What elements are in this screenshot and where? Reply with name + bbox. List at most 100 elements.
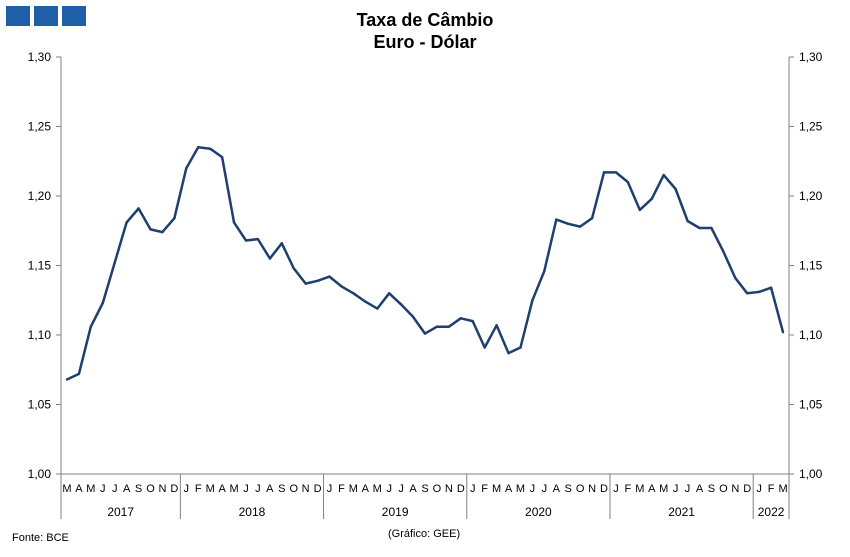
data-point bbox=[399, 303, 403, 306]
x-month-label: J bbox=[100, 483, 106, 495]
data-point bbox=[101, 301, 104, 305]
x-month-label: J bbox=[756, 483, 762, 495]
x-month-label: M bbox=[229, 483, 238, 495]
data-point bbox=[125, 221, 128, 224]
data-point bbox=[244, 239, 248, 242]
data-point bbox=[316, 279, 319, 282]
chart-title: Taxa de Câmbio Euro - Dólar bbox=[0, 9, 850, 53]
data-point bbox=[387, 292, 391, 295]
x-month-label: J bbox=[184, 483, 190, 495]
data-point bbox=[232, 221, 236, 224]
x-month-label: O bbox=[576, 483, 585, 495]
x-month-label: F bbox=[768, 483, 775, 495]
y-tick-label-left: 1,30 bbox=[28, 50, 52, 64]
data-point bbox=[638, 208, 642, 212]
data-point bbox=[471, 319, 474, 323]
x-month-label: J bbox=[613, 483, 619, 495]
chart-credit: (Gráfico: GEE) bbox=[388, 528, 461, 540]
x-month-label: M bbox=[492, 483, 501, 495]
data-point bbox=[746, 292, 749, 295]
x-month-label: J bbox=[673, 483, 679, 495]
x-month-label: J bbox=[470, 483, 476, 495]
x-month-label: M bbox=[62, 483, 71, 495]
data-point bbox=[507, 351, 510, 355]
x-month-label: S bbox=[421, 483, 428, 495]
y-tick-label-right: 1,30 bbox=[799, 50, 823, 64]
data-point bbox=[77, 372, 81, 376]
data-point bbox=[781, 331, 785, 334]
data-point bbox=[364, 300, 367, 303]
x-year-label: 2022 bbox=[758, 505, 785, 519]
x-month-label: O bbox=[719, 483, 728, 495]
x-month-label: F bbox=[625, 483, 632, 495]
x-month-label: F bbox=[338, 483, 345, 495]
data-point bbox=[495, 324, 498, 327]
y-tick-label-right: 1,00 bbox=[799, 467, 823, 481]
y-tick-label-right: 1,20 bbox=[799, 189, 823, 203]
data-point bbox=[328, 275, 331, 278]
y-tick-label-left: 1,15 bbox=[28, 259, 52, 273]
x-month-label: J bbox=[530, 483, 536, 495]
data-point bbox=[149, 228, 152, 231]
data-point bbox=[650, 197, 653, 200]
data-point bbox=[137, 207, 140, 210]
x-month-label: A bbox=[266, 483, 274, 495]
chart-title-line-1: Taxa de Câmbio bbox=[356, 10, 494, 30]
chart-title-line-2: Euro - Dólar bbox=[373, 32, 477, 52]
x-month-label: S bbox=[135, 483, 142, 495]
x-month-label: J bbox=[685, 483, 691, 495]
y-tick-label-right: 1,10 bbox=[799, 328, 823, 342]
x-month-label: M bbox=[349, 483, 358, 495]
logo-block bbox=[34, 6, 58, 26]
data-point bbox=[567, 222, 570, 225]
x-month-label: J bbox=[112, 483, 118, 495]
x-month-label: D bbox=[600, 483, 608, 495]
data-point bbox=[197, 146, 200, 149]
x-month-label: D bbox=[457, 483, 465, 495]
data-point bbox=[483, 346, 486, 349]
x-month-label: M bbox=[86, 483, 95, 495]
x-year-label: 2019 bbox=[382, 505, 409, 519]
data-point bbox=[340, 285, 343, 288]
data-point bbox=[626, 180, 630, 184]
x-month-label: D bbox=[314, 483, 322, 495]
data-point bbox=[686, 219, 689, 223]
x-month-label: J bbox=[398, 483, 404, 495]
data-point bbox=[173, 217, 176, 220]
data-point bbox=[411, 315, 415, 319]
x-month-label: A bbox=[409, 483, 417, 495]
data-point bbox=[220, 155, 224, 159]
x-month-label: M bbox=[778, 483, 787, 495]
data-point bbox=[734, 276, 737, 280]
data-point bbox=[590, 217, 594, 220]
data-point bbox=[208, 147, 212, 150]
data-point bbox=[352, 292, 355, 295]
x-month-label: N bbox=[588, 483, 596, 495]
x-month-label: J bbox=[243, 483, 249, 495]
data-point bbox=[423, 332, 427, 335]
exchange-rate-line bbox=[66, 146, 785, 381]
x-month-label: S bbox=[565, 483, 572, 495]
x-month-label: S bbox=[278, 483, 285, 495]
data-point bbox=[113, 261, 116, 264]
y-tick-label-left: 1,10 bbox=[28, 328, 52, 342]
data-point bbox=[304, 282, 307, 285]
data-point bbox=[185, 167, 188, 170]
x-month-label: J bbox=[386, 483, 392, 495]
data-point bbox=[578, 225, 582, 228]
data-point bbox=[435, 325, 439, 328]
data-point bbox=[757, 290, 761, 294]
x-month-label: N bbox=[302, 483, 310, 495]
x-month-label: A bbox=[696, 483, 704, 495]
x-month-label: M bbox=[516, 483, 525, 495]
x-month-label: N bbox=[158, 483, 166, 495]
x-month-label: N bbox=[731, 483, 739, 495]
x-month-label: J bbox=[255, 483, 261, 495]
x-month-label: N bbox=[445, 483, 453, 495]
data-point bbox=[674, 187, 677, 191]
data-point bbox=[722, 250, 725, 253]
y-tick-label-left: 1,00 bbox=[28, 467, 52, 481]
x-year-label: 2020 bbox=[525, 505, 552, 519]
data-point bbox=[710, 226, 713, 230]
